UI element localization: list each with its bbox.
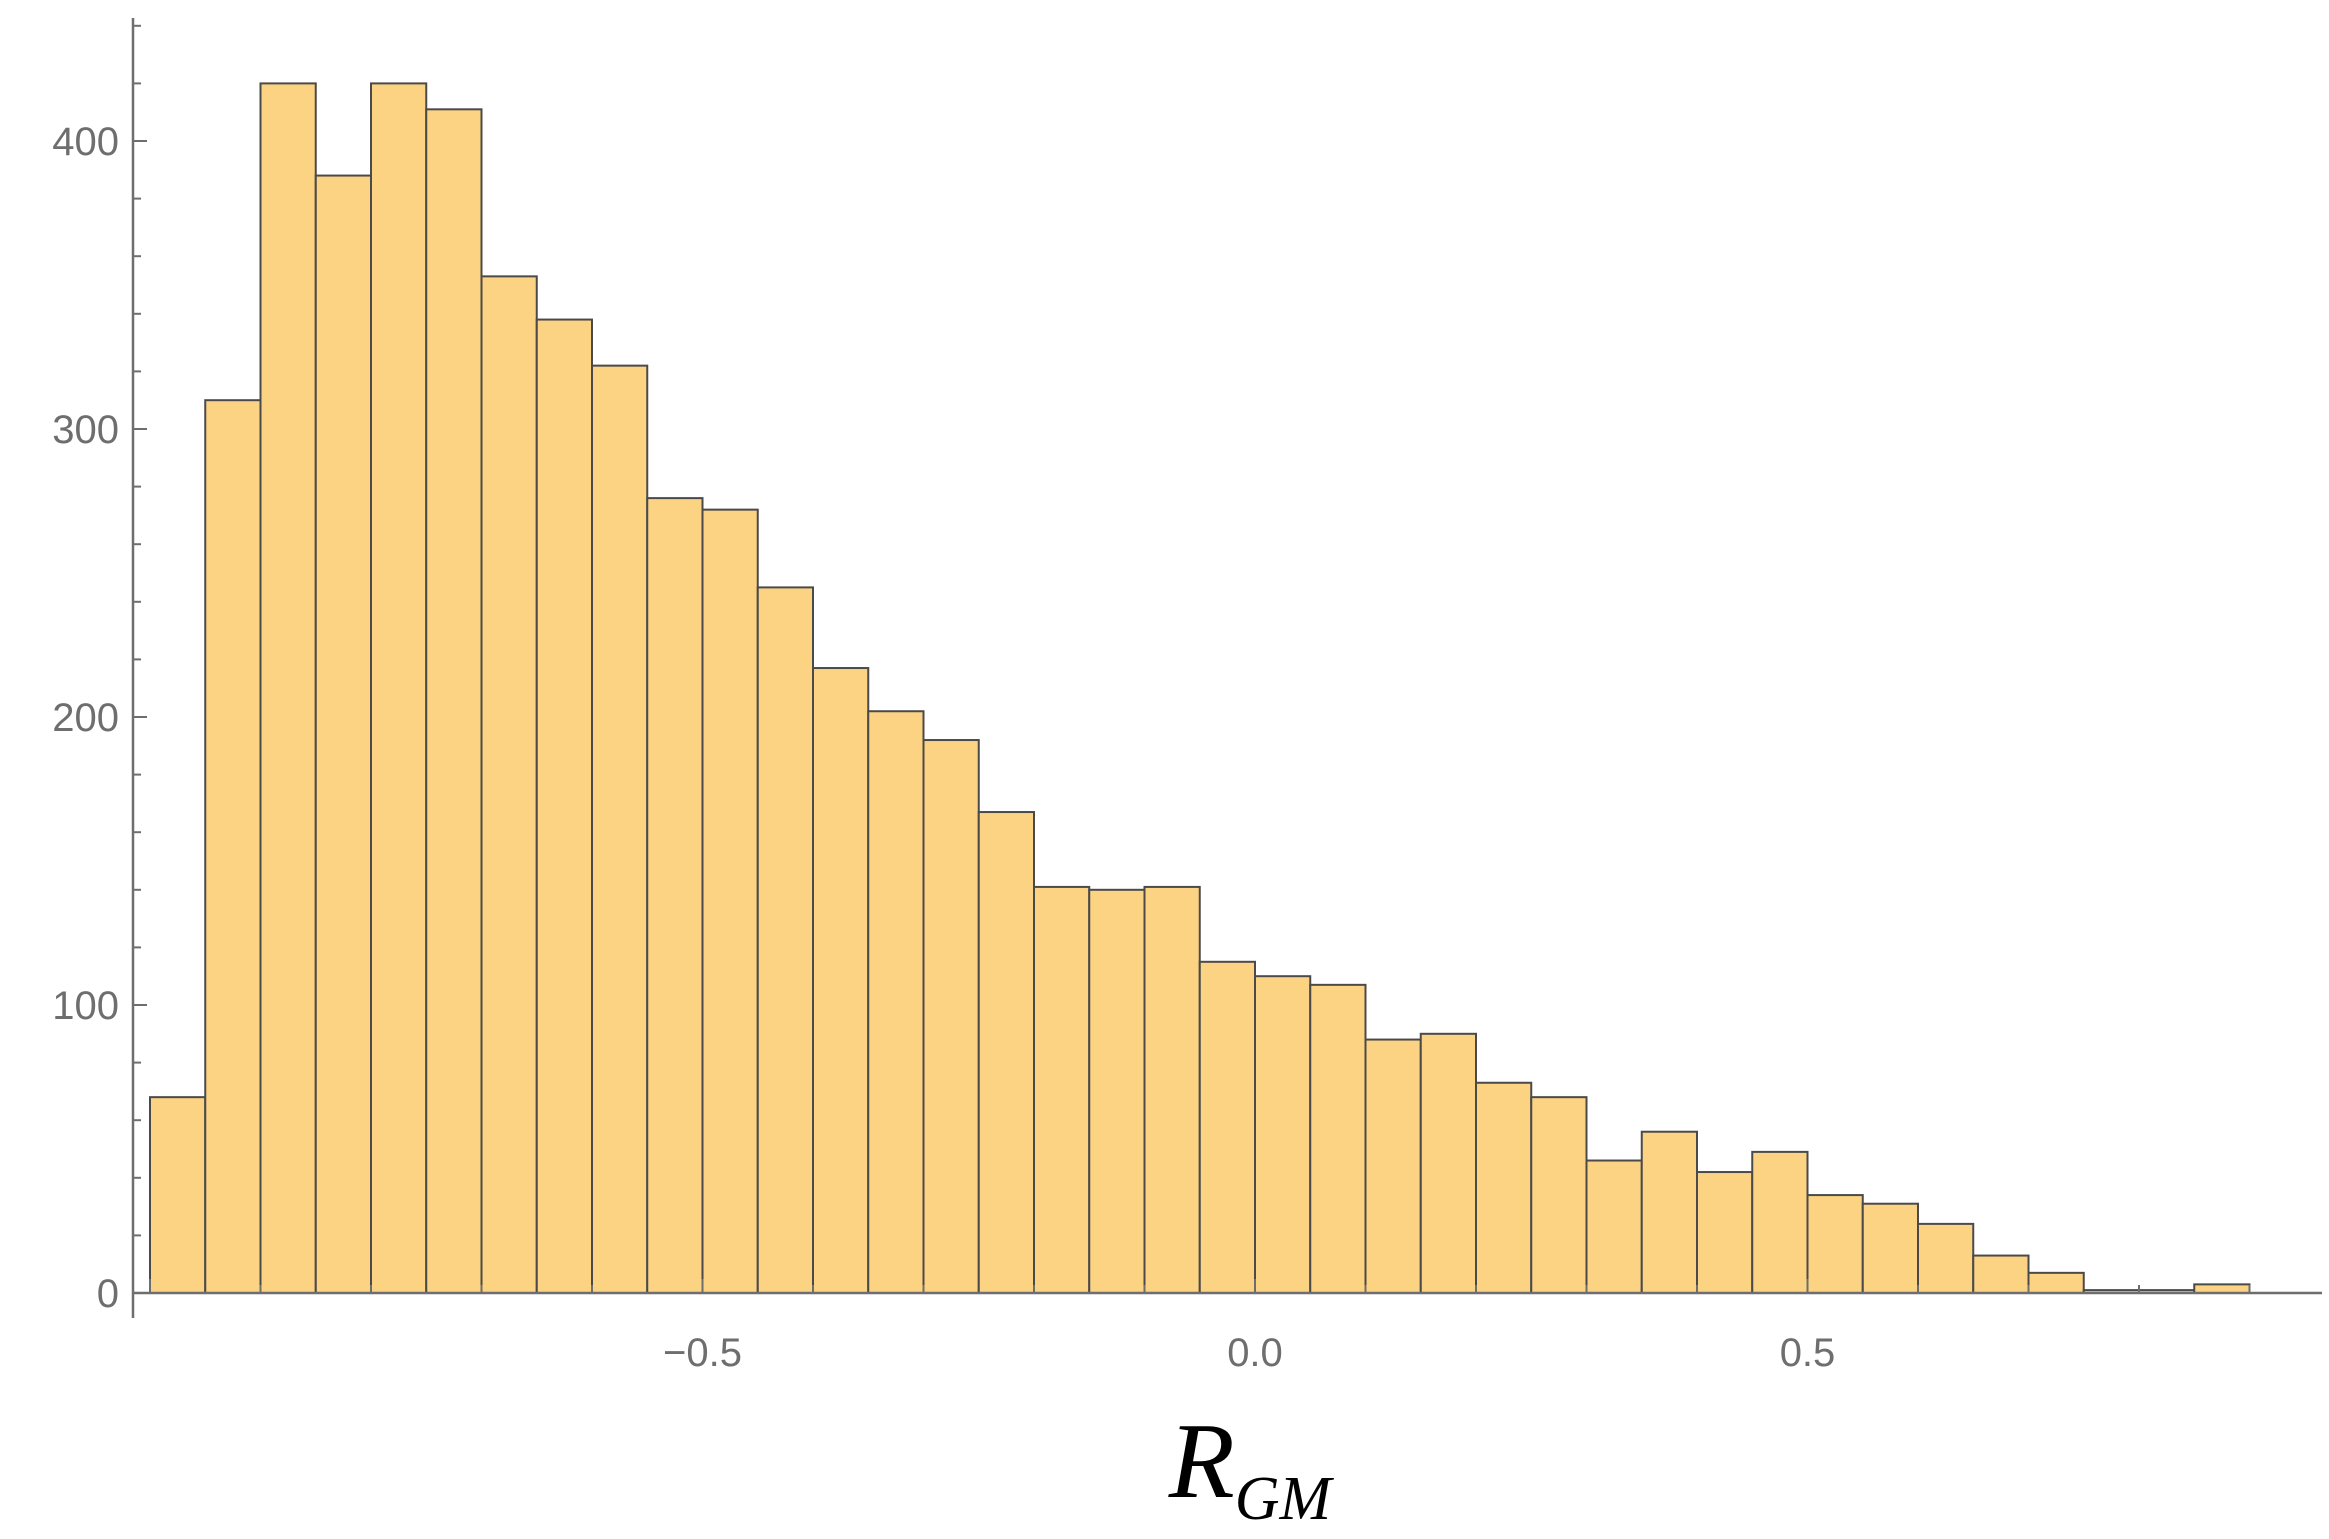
histogram-bar	[425, 108, 483, 1295]
histogram-bar	[1198, 960, 1256, 1294]
histogram-bar	[1917, 1222, 1975, 1295]
histogram-bars	[149, 82, 2251, 1295]
axes	[131, 18, 2322, 1318]
x-axis-title-main: R	[1168, 1402, 1235, 1521]
histogram-bar	[922, 739, 980, 1294]
histogram-bar	[1696, 1171, 1754, 1295]
histogram-bar	[480, 275, 538, 1294]
histogram-bar	[370, 82, 428, 1294]
histogram-bar	[149, 1096, 207, 1295]
histogram-bar	[1640, 1130, 1698, 1294]
histogram-bar	[977, 811, 1035, 1294]
histogram-bar	[701, 508, 759, 1294]
histogram-bar	[2027, 1271, 2085, 1294]
y-tick-label: 100	[52, 984, 119, 1028]
histogram-bar	[1475, 1081, 1533, 1295]
histogram-bar	[867, 710, 925, 1294]
histogram-bar	[1033, 885, 1091, 1294]
x-axis-title: RGM	[1168, 1402, 1335, 1533]
histogram-bar	[1861, 1202, 1919, 1294]
histogram-bar	[1309, 983, 1367, 1295]
x-tick-label: 0.0	[1227, 1331, 1283, 1375]
histogram-bar	[1806, 1194, 1864, 1294]
histogram-bar	[812, 667, 870, 1294]
y-tick-label: 400	[52, 120, 119, 164]
histogram-bar	[1585, 1159, 1643, 1295]
x-tick-label: 0.5	[1780, 1331, 1836, 1375]
histogram-bar	[535, 318, 593, 1294]
histogram-bar	[1088, 888, 1146, 1294]
histogram-bar	[1254, 975, 1312, 1294]
y-axis-ticks: 0 100 200 300 400	[52, 24, 147, 1316]
histogram-bar	[1143, 885, 1201, 1294]
x-axis-title-subscript: GM	[1235, 1465, 1335, 1533]
histogram-bar	[2193, 1283, 2251, 1294]
histogram-bar	[1751, 1150, 1809, 1294]
y-tick-label: 200	[52, 696, 119, 740]
histogram-bar	[1364, 1038, 1422, 1295]
histogram-bar	[1419, 1032, 1477, 1295]
histogram-bar	[591, 364, 649, 1294]
y-tick-label: 300	[52, 408, 119, 452]
x-axis-ticks: −0.5 0.0 0.5	[149, 1279, 2251, 1375]
x-tick-label: −0.5	[663, 1331, 742, 1375]
histogram-bar	[204, 399, 262, 1294]
histogram-bar	[646, 497, 704, 1294]
histogram-bar	[1530, 1096, 1588, 1295]
y-tick-label: 0	[97, 1272, 119, 1316]
histogram-bar	[1972, 1254, 2030, 1295]
histogram-bar	[259, 82, 317, 1294]
histogram-bar	[756, 586, 814, 1294]
histogram-bar	[314, 174, 372, 1294]
